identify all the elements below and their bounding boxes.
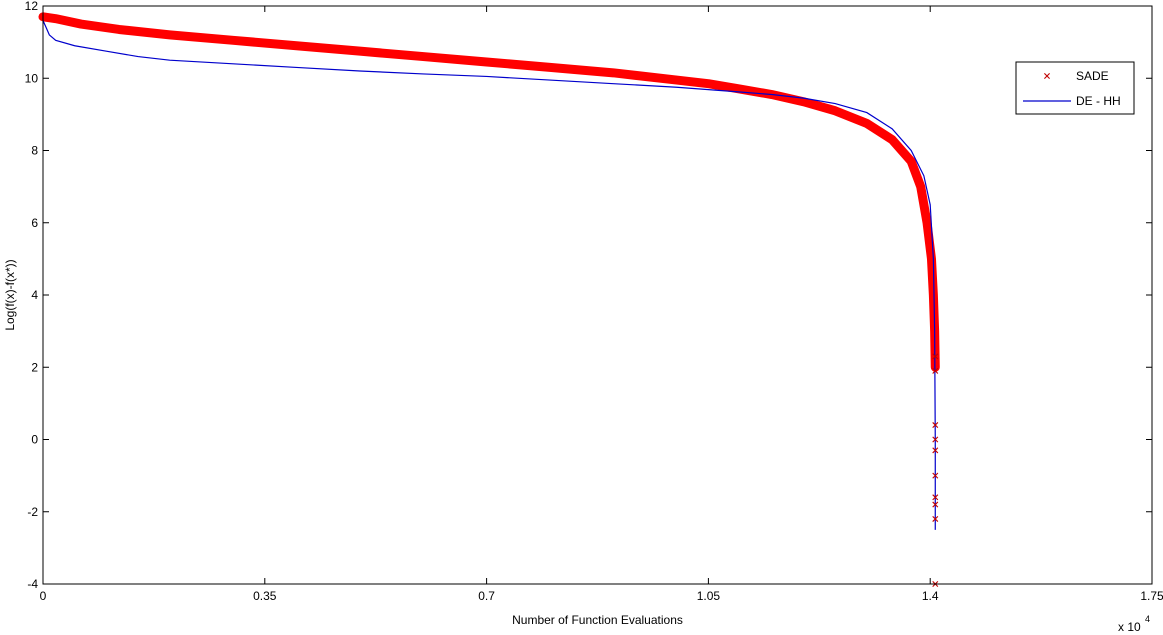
- plot-area-group: 0 0.35 0.7 1.05 1.4 1.75 -4 -2 0 2 4 6 8 10 12: [25, 0, 1163, 603]
- legend-sade-marker: [1044, 73, 1050, 79]
- y-axis-label: Log(f(x)-f(x*)): [3, 259, 17, 330]
- x-tick-label: 1.05: [697, 589, 721, 603]
- x-multiplier-exponent: 4: [1145, 614, 1150, 624]
- sade-marker: [932, 353, 939, 360]
- sade-marker: [932, 447, 939, 454]
- y-tick-label: 4: [31, 288, 38, 302]
- x-tick-label: 0: [40, 589, 47, 603]
- legend-sade-label: SADE: [1076, 69, 1109, 83]
- sade-marker: [932, 367, 939, 374]
- sade-marker: [932, 494, 939, 501]
- plot-area: [43, 6, 1152, 584]
- x-axis-label: Number of Function Evaluations: [512, 613, 683, 627]
- sade-marker: [932, 422, 939, 429]
- x-tick-label: 0.35: [253, 589, 277, 603]
- legend-sade-x: [1044, 73, 1050, 79]
- legend-dehh-label: DE - HH: [1076, 94, 1121, 108]
- dehh-series-line: [42, 20, 936, 530]
- sade-series-line: [38, 12, 940, 372]
- legend: SADE DE - HH: [1015, 61, 1135, 115]
- x-tick-label: 1.75: [1140, 589, 1163, 603]
- sade-marker: [932, 501, 939, 508]
- y-tick-label: -4: [27, 577, 38, 591]
- y-tick-label: 12: [25, 0, 39, 13]
- y-tick-label: -2: [27, 505, 38, 519]
- y-tick-label: 0: [31, 433, 38, 447]
- sade-marker: [932, 515, 939, 522]
- series-layer: [38, 12, 940, 587]
- sade-marker: [932, 436, 939, 443]
- y-tick-label: 6: [31, 216, 38, 230]
- x-multiplier-base: x 10: [1118, 620, 1141, 634]
- sade-marker: [932, 472, 939, 479]
- x-tick-label: 1.4: [922, 589, 939, 603]
- x-ticks: 0 0.35 0.7 1.05 1.4 1.75: [40, 6, 1163, 603]
- y-tick-label: 2: [31, 360, 38, 374]
- y-ticks: -4 -2 0 2 4 6 8 10 12: [25, 0, 1152, 591]
- x-tick-label: 0.7: [478, 589, 495, 603]
- x-axis-multiplier: x 10 4: [1118, 614, 1150, 634]
- y-tick-label: 10: [25, 71, 39, 85]
- legend-box: [1015, 61, 1135, 115]
- y-tick-label: 8: [31, 144, 38, 158]
